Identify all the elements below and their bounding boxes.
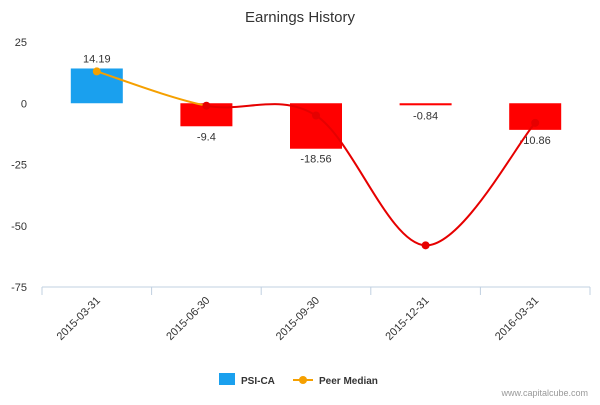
bar-series [70,68,562,149]
legend-label-peer-median[interactable]: Peer Median [319,376,378,387]
y-tick-label: -50 [11,221,27,233]
bar [290,103,342,149]
peer-median-point [312,111,320,120]
bar-value-label: -9.4 [197,131,216,143]
bar-value-label: -18.56 [300,154,331,166]
bar-value-labels: 14.19 -9.4 -18.56 -0.84 -10.86 [83,53,551,165]
peer-median-point [202,101,211,110]
peer-median-line-segment [206,103,317,117]
legend-label-psi-ca[interactable]: PSI-CA [241,376,275,387]
x-axis: 2015-03-31 2015-06-30 2015-09-30 2015-12-31… [41,286,591,343]
x-tick-label: 2015-12-31 [383,295,431,343]
x-tick-label: 2015-09-30 [274,295,322,343]
watermark: www.capitalcube.com [500,388,588,398]
peer-median-line-segment [425,122,536,247]
x-tick-label: 2016-03-31 [493,295,541,343]
peer-median-series [92,67,540,250]
peer-median-point [92,67,101,76]
y-axis: 25 0 -25 -50 -75 [11,37,27,294]
legend-marker-peer-median [299,376,307,384]
legend-swatch-psi-ca [219,373,235,385]
peer-median-point [421,241,430,250]
legend: PSI-CA Peer Median [219,373,378,387]
x-tick-label: 2015-03-31 [55,295,103,343]
bar-value-label: -0.84 [413,110,438,122]
y-tick-label: -25 [11,160,27,172]
peer-median-point [531,118,540,127]
bar [180,103,233,127]
y-tick-label: -75 [11,282,27,294]
bar-value-label: 14.19 [83,53,111,65]
bar-value-label: -10.86 [520,135,551,147]
chart-title: Earnings History [245,9,356,26]
peer-median-line-segment [315,114,426,247]
x-tick-label: 2015-06-30 [164,295,212,343]
bar [399,103,452,106]
peer-median-line-segment [96,70,207,107]
y-tick-label: 25 [15,37,27,49]
y-tick-label: 0 [21,98,27,110]
